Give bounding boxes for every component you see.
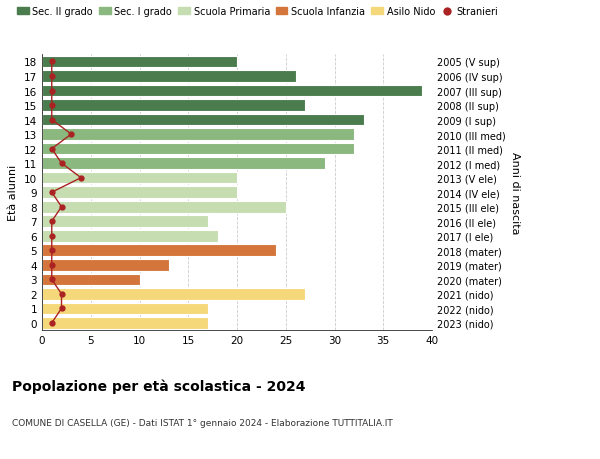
Bar xyxy=(42,158,325,169)
Bar xyxy=(42,100,305,112)
Bar xyxy=(42,274,140,285)
Y-axis label: Anni di nascita: Anni di nascita xyxy=(509,151,520,234)
Bar xyxy=(42,71,296,83)
Text: Popolazione per età scolastica - 2024: Popolazione per età scolastica - 2024 xyxy=(12,379,305,393)
Legend: Sec. II grado, Sec. I grado, Scuola Primaria, Scuola Infanzia, Asilo Nido, Stran: Sec. II grado, Sec. I grado, Scuola Prim… xyxy=(17,7,498,17)
Bar xyxy=(42,144,354,155)
Text: COMUNE DI CASELLA (GE) - Dati ISTAT 1° gennaio 2024 - Elaborazione TUTTITALIA.IT: COMUNE DI CASELLA (GE) - Dati ISTAT 1° g… xyxy=(12,418,393,427)
Bar xyxy=(42,288,305,300)
Bar xyxy=(42,202,286,213)
Bar xyxy=(42,114,364,126)
Bar xyxy=(42,56,237,68)
Y-axis label: Età alunni: Età alunni xyxy=(8,165,19,221)
Bar xyxy=(42,216,208,228)
Bar xyxy=(42,230,218,242)
Bar xyxy=(42,303,208,314)
Bar xyxy=(42,259,169,271)
Bar xyxy=(42,318,208,329)
Bar xyxy=(42,173,237,184)
Bar xyxy=(42,129,354,140)
Bar xyxy=(42,187,237,199)
Bar xyxy=(42,245,276,257)
Bar xyxy=(42,85,422,97)
